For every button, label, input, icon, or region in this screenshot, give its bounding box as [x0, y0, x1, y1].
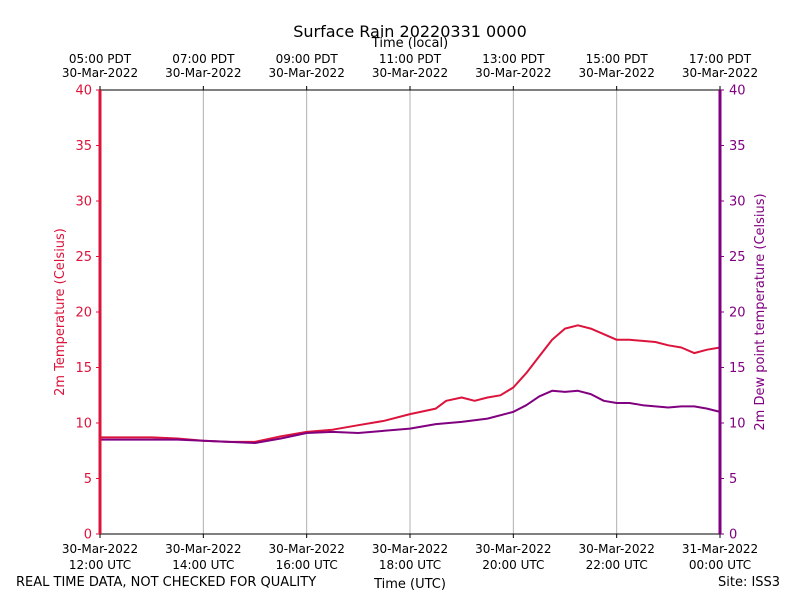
x-tick-label-local-time: 09:00 PDT [276, 52, 339, 66]
x-tick-label-time: 18:00 UTC [379, 558, 441, 572]
y-tick-label-left: 15 [75, 361, 92, 376]
y-tick-label-right: 20 [729, 306, 746, 321]
y-axis-label-right: 2m Dew point temperature (Celsius) [753, 193, 768, 430]
x-tick-label-date: 30-Mar-2022 [475, 542, 551, 556]
dewpoint-series-line [100, 389, 721, 444]
x-tick-label-local-date: 30-Mar-2022 [62, 66, 138, 80]
y-tick-label-left: 10 [75, 417, 92, 432]
x-tick-label-date: 31-Mar-2022 [682, 542, 758, 556]
x-tick-label-local-date: 30-Mar-2022 [372, 66, 448, 80]
x-tick-label-local-time: 11:00 PDT [379, 52, 442, 66]
y-tick-label-left: 40 [75, 84, 92, 99]
y-tick-label-left: 35 [75, 139, 92, 154]
x-tick-label-local-date: 30-Mar-2022 [475, 66, 551, 80]
x-tick-label-time: 14:00 UTC [172, 558, 234, 572]
chart-title: Surface Rain 20220331 0000 [293, 22, 527, 41]
y-axis-label-left: 2m Temperature (Celsius) [53, 228, 68, 396]
site-label: Site: ISS3 [718, 575, 781, 590]
y-tick-label-right: 35 [729, 139, 746, 154]
y-tick-label-right: 40 [729, 84, 746, 99]
x-tick-label-local-date: 30-Mar-2022 [268, 66, 344, 80]
y-tick-label-left: 0 [84, 528, 92, 543]
y-tick-label-right: 5 [729, 472, 737, 487]
x-tick-label-local-time: 17:00 PDT [689, 52, 752, 66]
x-tick-label-time: 16:00 UTC [276, 558, 338, 572]
y-tick-label-right: 25 [729, 250, 746, 265]
x-tick-label-local-date: 30-Mar-2022 [165, 66, 241, 80]
disclaimer-text: REAL TIME DATA, NOT CHECKED FOR QUALITY [16, 575, 317, 590]
y-tick-label-left: 20 [75, 306, 92, 321]
x-tick-label-date: 30-Mar-2022 [578, 542, 654, 556]
y-tick-label-left: 30 [75, 195, 92, 210]
x-tick-label-local-time: 07:00 PDT [172, 52, 235, 66]
x-tick-label-local-date: 30-Mar-2022 [578, 66, 654, 80]
x-tick-label-local-time: 05:00 PDT [69, 52, 132, 66]
x-tick-label-date: 30-Mar-2022 [62, 542, 138, 556]
x-tick-label-time: 12:00 UTC [69, 558, 131, 572]
x-tick-label-local-time: 15:00 PDT [586, 52, 649, 66]
top-x-axis-label: Time (local) [371, 36, 448, 51]
x-tick-label-local-time: 13:00 PDT [482, 52, 545, 66]
x-tick-label-time: 22:00 UTC [586, 558, 648, 572]
x-tick-label-date: 30-Mar-2022 [165, 542, 241, 556]
x-axis-label: Time (UTC) [373, 577, 446, 592]
x-tick-label-local-date: 30-Mar-2022 [682, 66, 758, 80]
x-tick-label-date: 30-Mar-2022 [372, 542, 448, 556]
y-tick-label-right: 30 [729, 195, 746, 210]
y-tick-label-left: 25 [75, 250, 92, 265]
y-tick-label-right: 10 [729, 417, 746, 432]
y-tick-label-right: 15 [729, 361, 746, 376]
x-tick-label-date: 30-Mar-2022 [268, 542, 344, 556]
x-tick-label-time: 20:00 UTC [482, 558, 544, 572]
y-tick-label-left: 5 [84, 472, 92, 487]
x-tick-label-time: 00:00 UTC [689, 558, 751, 572]
y-tick-label-right: 0 [729, 528, 737, 543]
